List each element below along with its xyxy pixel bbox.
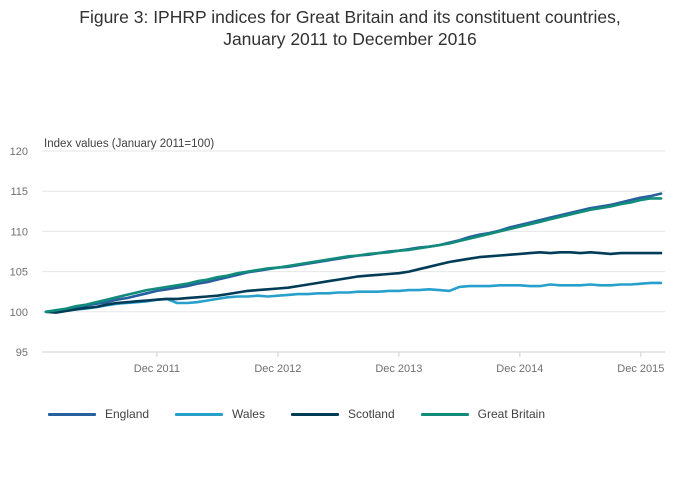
series-line-great-britain[interactable] — [44, 197, 663, 314]
legend-swatch-scotland — [290, 412, 339, 416]
legend-item-scotland[interactable]: Scotland — [290, 407, 395, 421]
x-tick-label: Dec 2012 — [254, 363, 301, 375]
series-line-wales[interactable] — [44, 281, 663, 314]
chart-grid — [42, 150, 665, 353]
chart-series-lines — [44, 192, 663, 314]
chart-title-line-2: January 2011 to December 2016 — [223, 29, 477, 49]
y-tick-label: 95 — [16, 347, 28, 359]
chart-title-line-1: Figure 3: IPHRP indices for Great Britai… — [79, 7, 621, 27]
legend-label-scotland: Scotland — [347, 407, 395, 421]
y-axis-label: Index values (January 2011=100) — [44, 138, 214, 150]
y-tick-label: 120 — [10, 146, 28, 158]
x-tick-label: Dec 2014 — [496, 363, 543, 375]
legend-swatch-wales — [175, 412, 224, 416]
y-tick-label: 100 — [10, 307, 28, 319]
x-tick-label: Dec 2013 — [375, 363, 422, 375]
x-tick-label: Dec 2015 — [617, 363, 664, 375]
legend-swatch-great-britain — [420, 412, 469, 416]
legend-item-wales[interactable]: Wales — [175, 407, 265, 421]
legend-item-great-britain[interactable]: Great Britain — [420, 407, 546, 421]
x-tick-label: Dec 2011 — [134, 363, 180, 375]
y-tick-label: 110 — [10, 226, 28, 238]
legend-label-england: England — [105, 407, 150, 421]
y-axis-ticks: 95 100 105 110 115 120 — [10, 146, 28, 359]
legend-label-great-britain: Great Britain — [477, 407, 546, 421]
y-tick-label: 105 — [10, 267, 28, 279]
series-line-scotland[interactable] — [44, 251, 663, 314]
chart-title: Figure 3: IPHRP indices for Great Britai… — [0, 6, 700, 50]
legend-label-wales: Wales — [232, 407, 265, 421]
chart-legend: England Wales Scotland Great Britain — [48, 407, 571, 421]
legend-item-england[interactable]: England — [48, 407, 149, 421]
y-tick-label: 115 — [10, 186, 28, 198]
legend-swatch-england — [48, 412, 96, 416]
x-axis-ticks: Dec 2011 Dec 2012 Dec 2013 Dec 2014 Dec 2015… — [134, 352, 664, 375]
